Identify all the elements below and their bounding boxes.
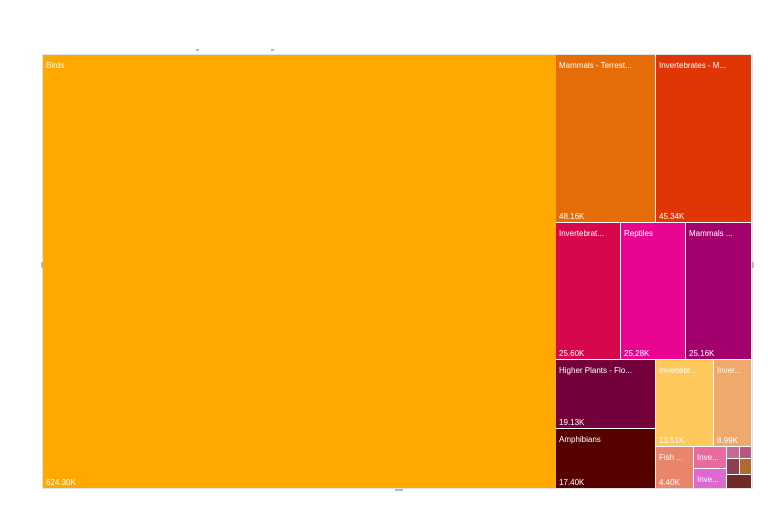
treemap-tile-rect[interactable] [556,360,655,428]
treemap-tile-rect[interactable] [656,360,713,446]
treemap-tile-rect[interactable] [740,459,751,474]
treemap-tile-rect[interactable] [727,459,739,474]
treemap-tile-value: 17.40K [559,478,585,487]
resize-handle-left[interactable] [41,262,43,268]
treemap-tile[interactable]: Fish ... 4.40K [656,447,693,488]
treemap-tile-rect[interactable] [556,223,620,359]
treemap-tile[interactable] [740,447,751,458]
treemap-tile[interactable]: Inve... [694,469,726,488]
treemap-tile-label: Inve... [697,475,719,484]
treemap-tile[interactable]: Invertebrat... 25.60K [556,223,620,359]
treemap-tile-label: Higher Plants - Flo... [559,366,632,375]
resize-handle-bottom[interactable] [395,489,403,491]
treemap-tile-value: 48.16K [559,212,585,221]
resize-handle-top-right[interactable] [271,49,274,51]
treemap-tile-rect[interactable] [656,55,751,222]
treemap-tile-label: Fish ... [659,453,683,462]
treemap-tile-value: 19.13K [559,418,585,427]
treemap-tile-label: Invertebrates - M... [659,61,726,70]
treemap-tile-value: 624.30K [46,478,76,487]
treemap-tile-label: Reptiles [624,229,653,238]
treemap-tile-value: 25.60K [559,349,585,358]
treemap-tile[interactable] [727,475,751,488]
treemap-tile-rect[interactable] [694,447,726,468]
treemap-tile-label: Amphibians [559,435,601,444]
treemap-tile-value: 8.99K [717,436,739,445]
treemap-tile[interactable]: Mammals ... 25.16K [686,223,751,359]
treemap-tile-rect[interactable] [727,475,751,488]
treemap-tile-rect[interactable] [43,55,556,488]
treemap-tile-rect[interactable] [740,447,751,458]
treemap-tile[interactable]: Inve... [694,447,726,468]
treemap-tile-rect[interactable] [727,447,739,458]
treemap-tile[interactable] [727,447,739,458]
treemap-tile-value: 13.51K [659,436,685,445]
treemap-tile-rect[interactable] [686,223,751,359]
treemap-tile[interactable]: Reptiles 25.28K [621,223,685,359]
treemap-tile[interactable]: Birds 624.30K [43,55,556,488]
treemap-tile-value: 4.40K [659,478,681,487]
treemap-tile-rect[interactable] [694,469,726,488]
treemap-tile-label: Birds [46,61,64,70]
treemap-tile-value: 25.28K [624,349,650,358]
treemap-tile-label: Inve... [697,453,719,462]
treemap-tile-label: Inver... [717,366,741,375]
treemap-tile-value: 25.16K [689,349,715,358]
treemap-tile[interactable]: Amphibians 17.40K [556,429,655,488]
treemap-tile-rect[interactable] [621,223,685,359]
treemap-tile[interactable]: Higher Plants - Flo... 19.13K [556,360,655,428]
treemap-tile[interactable] [727,459,739,474]
treemap-tile[interactable]: Inver... 8.99K [714,360,751,446]
treemap-tile-rect[interactable] [714,360,751,446]
treemap-tile-label: Mammals - Terrest... [559,61,632,70]
resize-handle-right[interactable] [752,262,754,268]
treemap-tile-label: Invertebr... [659,366,697,375]
treemap-tile[interactable] [740,459,751,474]
treemap-tile-rect[interactable] [556,55,655,222]
treemap-tile[interactable]: Mammals - Terrest... 48.16K [556,55,655,222]
treemap-tile[interactable]: Invertebr... 13.51K [656,360,713,446]
treemap-tile-rect[interactable] [656,447,693,488]
treemap-tile-value: 45.34K [659,212,685,221]
treemap-tile-label: Invertebrat... [559,229,604,238]
treemap-tile-label: Mammals ... [689,229,733,238]
treemap-tile-rect[interactable] [556,429,655,488]
treemap-tile[interactable]: Invertebrates - M... 45.34K [656,55,751,222]
resize-handle-top-left[interactable] [196,49,199,51]
